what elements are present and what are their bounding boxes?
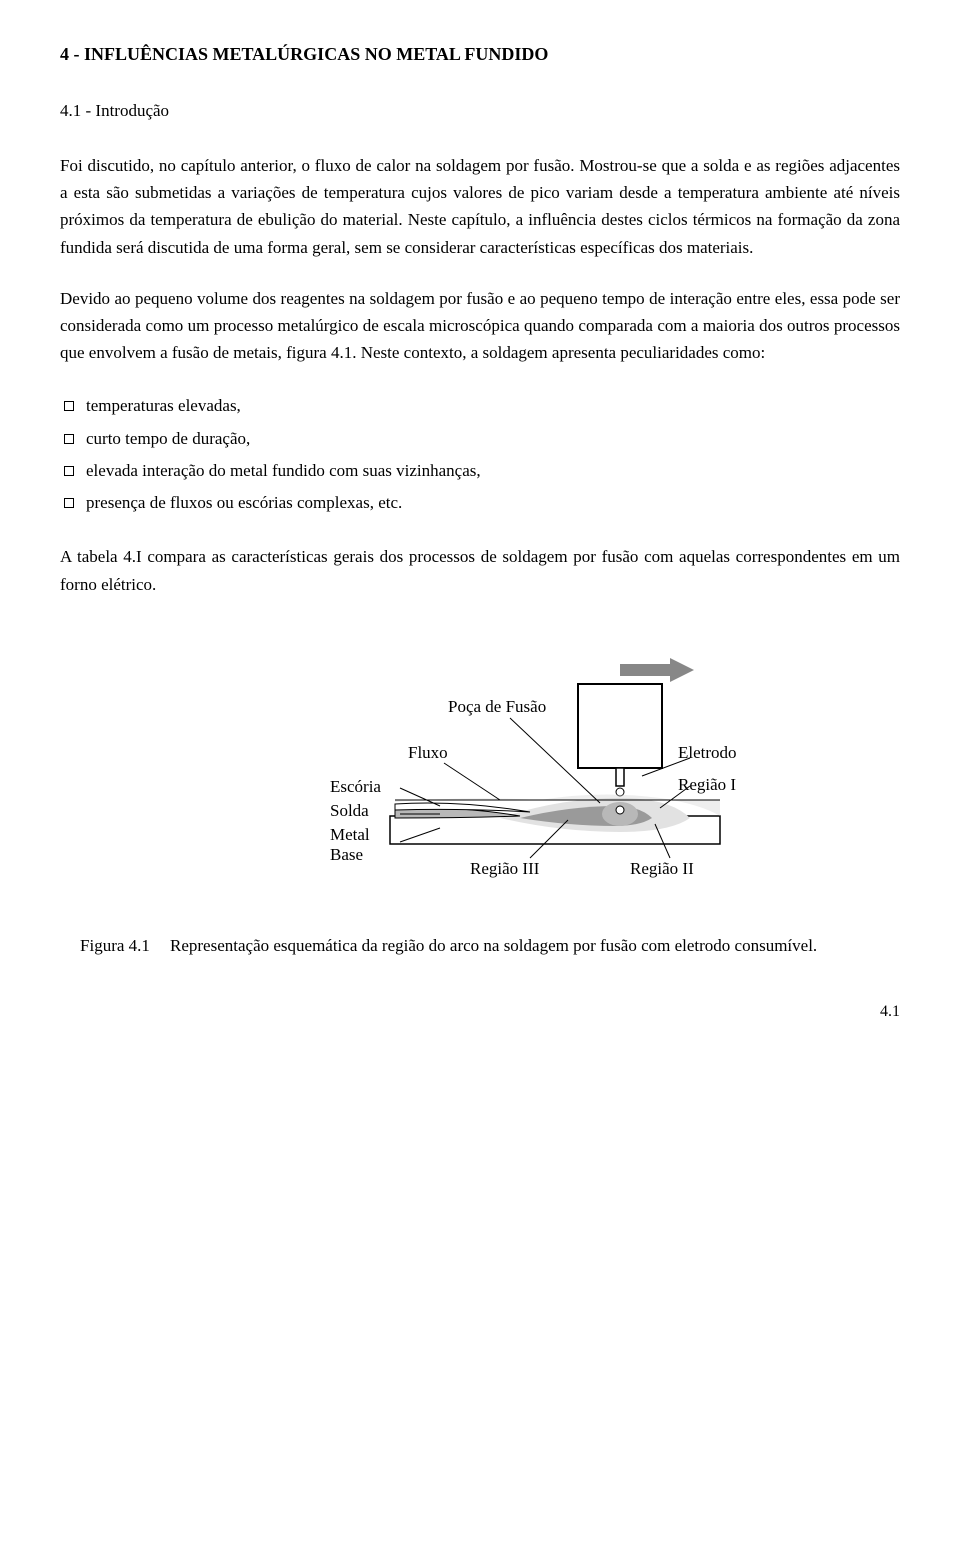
- paragraph-2: Devido ao pequeno volume dos reagentes n…: [60, 285, 900, 367]
- electrode-block: [578, 684, 662, 786]
- page-number: 4.1: [60, 999, 900, 1025]
- list-item: temperaturas elevadas,: [60, 390, 900, 422]
- label-fluxo: Fluxo: [408, 743, 448, 762]
- label-regiao1: Região I: [678, 775, 736, 794]
- label-regiao3: Região III: [470, 859, 540, 878]
- droplet-2: [616, 806, 624, 814]
- section-heading: 4.1 - Introdução: [60, 97, 900, 124]
- figure-caption-label: Figura 4.1: [60, 932, 170, 959]
- figure-4-1: Poça de Fusão Fluxo Escória Solda Metal …: [60, 658, 900, 959]
- direction-arrow: [620, 658, 694, 682]
- paragraph-3: A tabela 4.I compara as características …: [60, 543, 900, 597]
- figure-caption: Figura 4.1 Representação esquemática da …: [60, 932, 900, 959]
- figure-caption-text: Representação esquemática da região do a…: [170, 932, 900, 959]
- list-item: presença de fluxos ou escórias complexas…: [60, 487, 900, 519]
- chapter-heading: 4 - INFLUÊNCIAS METALÚRGICAS NO METAL FU…: [60, 40, 900, 69]
- list-item: elevada interação do metal fundido com s…: [60, 455, 900, 487]
- paragraph-1: Foi discutido, no capítulo anterior, o f…: [60, 152, 900, 261]
- label-escoria: Escória: [330, 777, 381, 796]
- label-eletrodo: Eletrodo: [678, 743, 737, 762]
- welding-diagram: Poça de Fusão Fluxo Escória Solda Metal …: [200, 658, 760, 908]
- list-item: curto tempo de duração,: [60, 423, 900, 455]
- label-regiao2: Região II: [630, 859, 694, 878]
- label-metal: Metal: [330, 825, 370, 844]
- bullet-list: temperaturas elevadas, curto tempo de du…: [60, 390, 900, 519]
- label-poca: Poça de Fusão: [448, 697, 546, 716]
- label-base: Base: [330, 845, 363, 864]
- label-solda: Solda: [330, 801, 369, 820]
